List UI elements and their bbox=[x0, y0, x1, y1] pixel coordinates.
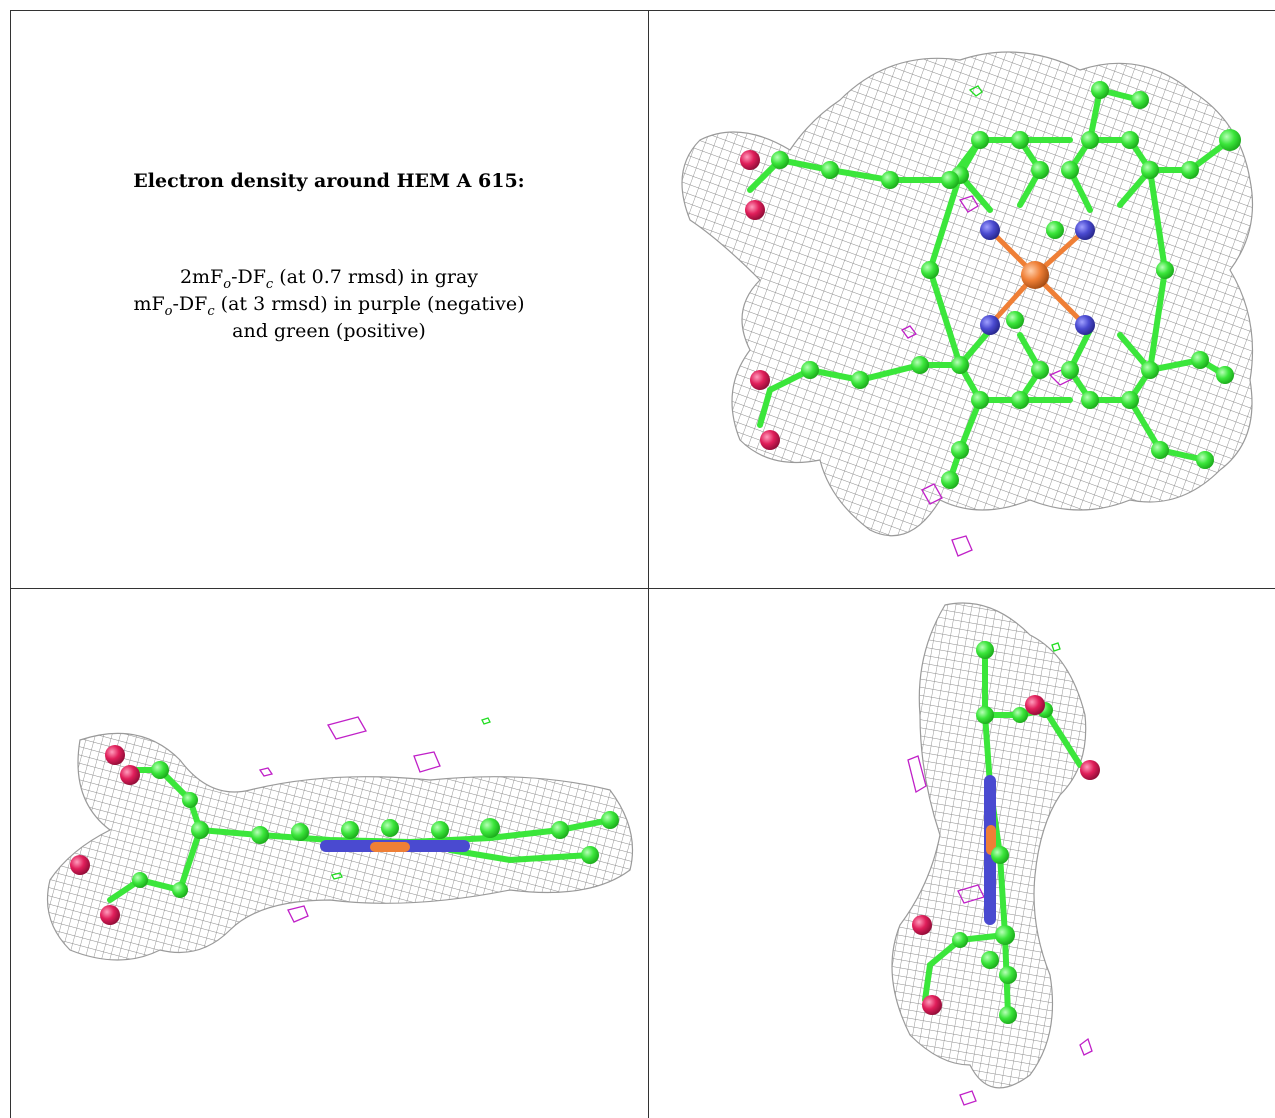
difference-density-positive bbox=[331, 717, 491, 880]
map-legend: 2mFo-DFc (at 0.7 rmsd) in gray mFo-DFc (… bbox=[10, 264, 648, 345]
oxygen-atoms bbox=[70, 745, 140, 925]
heme-edge-on-horizontal-panel bbox=[46, 716, 633, 961]
figure-grid: Electron density around HEM A 615: 2mFo-… bbox=[10, 10, 1275, 1118]
caption-title: Electron density around HEM A 615: bbox=[133, 170, 525, 192]
heme-core-edge bbox=[320, 840, 470, 852]
density-mesh-2fofc bbox=[681, 51, 1254, 537]
carbon-atoms bbox=[132, 761, 619, 898]
carbon-atoms bbox=[952, 641, 1053, 1024]
oxygen-atoms bbox=[912, 695, 1100, 1015]
frame-middle-divider bbox=[10, 588, 1275, 589]
heme-edge-on-vertical-panel bbox=[891, 602, 1100, 1106]
frame-left-border bbox=[10, 10, 11, 1118]
nitrogen-atoms bbox=[980, 220, 1095, 335]
oxygen-atoms bbox=[740, 150, 780, 450]
carbon-atoms bbox=[771, 81, 1241, 489]
heme-face-on-panel bbox=[681, 51, 1254, 557]
difference-density-positive bbox=[1051, 642, 1061, 652]
legend-line-colors: and green (positive) bbox=[232, 320, 426, 342]
heme-core-edge bbox=[984, 775, 996, 925]
caption-cell: Electron density around HEM A 615: 2mFo-… bbox=[10, 170, 648, 345]
frame-top-border bbox=[10, 10, 1275, 11]
difference-density-negative bbox=[258, 716, 441, 923]
difference-density-negative bbox=[901, 195, 1074, 557]
legend-line-2fofc: 2mFo-DFc (at 0.7 rmsd) in gray bbox=[179, 266, 479, 292]
difference-density-positive bbox=[968, 85, 983, 97]
legend-line-fofc: mFo-DFc (at 3 rmsd) in purple (negative) bbox=[133, 293, 525, 319]
iron-atom bbox=[1021, 261, 1049, 289]
frame-center-divider bbox=[648, 10, 649, 1118]
